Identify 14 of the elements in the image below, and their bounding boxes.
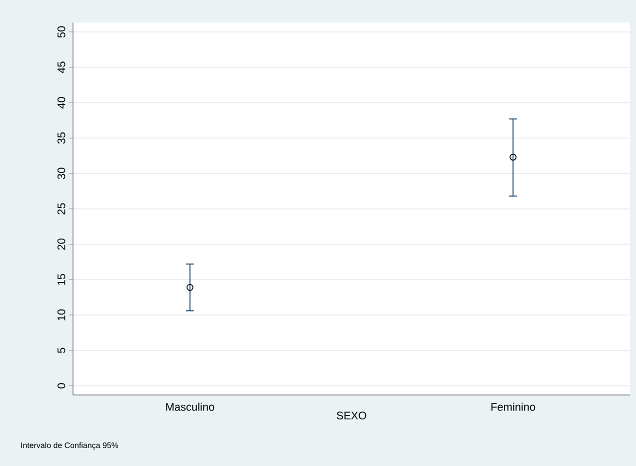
y-tick-label: 0	[57, 383, 66, 388]
y-tick-label: 15	[58, 274, 66, 285]
x-tick-label: Masculino	[166, 402, 214, 411]
y-tick-label: 20	[57, 238, 66, 250]
y-tick-label: 30	[57, 168, 66, 180]
y-tick-label: 5	[58, 348, 66, 354]
y-tick-label: 10	[57, 309, 66, 320]
x-axis-title: SEXO	[336, 412, 366, 420]
y-tick-label: 40	[57, 97, 66, 109]
y-tick-label: 50	[57, 26, 66, 38]
y-tick-label: 35	[57, 132, 66, 144]
y-tick-label: 25	[57, 203, 66, 214]
x-tick-label: Feminino	[491, 402, 536, 411]
y-tick-label: 45	[58, 62, 66, 74]
